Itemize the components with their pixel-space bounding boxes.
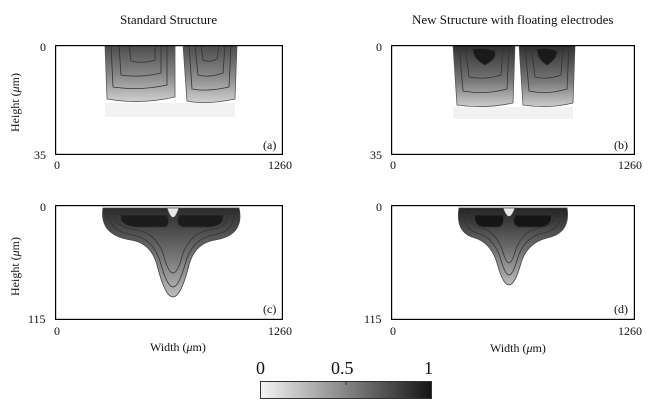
panel-a-label: (a): [263, 138, 277, 152]
x-axis-label-left: Width (μm): [150, 340, 206, 354]
panel-b-contour-left: [452, 45, 516, 107]
colorbar: [260, 381, 432, 399]
tick-c-x1260: 1260: [268, 324, 292, 338]
x-axis-label-right: Width (μm): [490, 341, 546, 355]
tick-b-y0: 0: [376, 40, 382, 54]
panel-b-contour-right: [518, 45, 576, 107]
tick-a-x0: 0: [54, 158, 60, 172]
panel-b-label: (b): [614, 138, 628, 152]
tick-a-y35: 35: [34, 148, 46, 162]
panel-c-label: (c): [263, 302, 277, 316]
title-new-structure: New Structure with floating electrodes: [412, 12, 614, 27]
panel-c-contours: [102, 207, 241, 298]
panel-d-frame: [391, 205, 635, 320]
tick-d-x0: 0: [390, 324, 396, 338]
y-axis-label-bottom: Height (μm): [8, 236, 22, 296]
tick-a-x1260: 1260: [268, 158, 292, 172]
tick-c-y115: 115: [28, 312, 46, 326]
tick-b-x1260: 1260: [618, 158, 642, 172]
panel-a-plot: [55, 45, 283, 155]
panel-c-frame: [55, 205, 283, 320]
tick-a-y0: 0: [40, 40, 46, 54]
tick-b-x0: 0: [390, 158, 396, 172]
colorbar-tick-0: 0: [256, 358, 265, 378]
tick-d-y0: 0: [376, 200, 382, 214]
tick-d-x1260: 1260: [618, 324, 642, 338]
y-axis-label-top: Height (μm): [8, 72, 22, 132]
panel-d-plot: [391, 205, 635, 320]
panel-d-label: (d): [614, 302, 628, 316]
title-standard-structure: Standard Structure: [120, 12, 218, 27]
panel-a-frame: [55, 45, 283, 155]
tick-c-y0: 0: [40, 200, 46, 214]
colorbar-tick-1: 1: [424, 358, 433, 378]
panel-c-plot: [55, 205, 283, 320]
tick-d-y115: 115: [364, 312, 382, 326]
panel-d-contours: [457, 207, 568, 286]
panel-a-contour-right: [182, 45, 238, 103]
colorbar-tick-0-5: 0.5: [331, 358, 354, 378]
tick-b-y35: 35: [370, 148, 382, 162]
panel-b-frame: [391, 45, 635, 155]
tick-c-x0: 0: [54, 324, 60, 338]
panel-a-contour-left: [104, 45, 176, 102]
panel-b-plot: [391, 45, 635, 155]
